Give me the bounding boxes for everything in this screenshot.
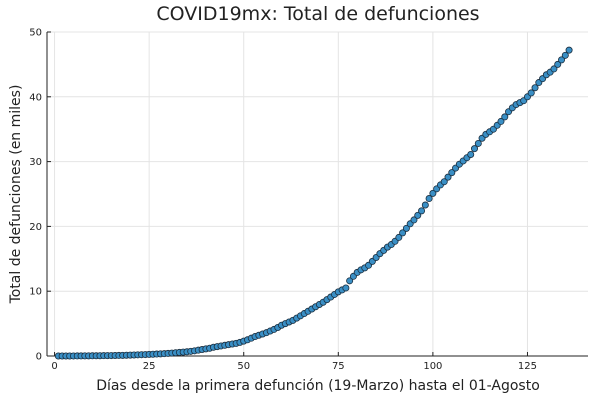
y-tick-label: 30: [29, 157, 42, 168]
data-point: [402, 224, 410, 232]
data-point: [395, 233, 403, 241]
data-points: [54, 46, 573, 360]
x-tick-label: 50: [237, 361, 250, 372]
data-point: [346, 277, 354, 285]
data-point: [410, 216, 418, 224]
data-point: [418, 207, 426, 215]
data-point: [501, 113, 509, 121]
data-point: [342, 284, 350, 292]
y-tick-label: 10: [29, 287, 42, 298]
data-point: [425, 195, 433, 203]
data-point: [558, 56, 566, 64]
y-axis-label: Total de defunciones (en miles): [8, 85, 24, 305]
data-point: [444, 173, 452, 181]
chart-title: COVID19mx: Total de defunciones: [156, 3, 479, 25]
data-point: [497, 117, 505, 125]
data-point: [414, 211, 422, 219]
data-point: [429, 189, 437, 197]
y-tick-label: 0: [36, 352, 42, 363]
data-point: [440, 178, 448, 186]
data-point: [565, 46, 573, 54]
y-tick-label: 40: [29, 92, 42, 103]
data-point: [561, 51, 569, 59]
data-point: [399, 229, 407, 237]
x-tick-label: 100: [423, 361, 442, 372]
x-tick-label: 25: [143, 361, 156, 372]
x-tick-label: 0: [51, 361, 57, 372]
data-point: [448, 169, 456, 177]
y-tick-label: 50: [29, 28, 42, 39]
data-point: [474, 139, 482, 147]
data-point: [550, 65, 558, 73]
x-axis-label: Días desde la primera defunción (19-Marz…: [96, 378, 540, 394]
data-point: [467, 150, 475, 158]
data-point: [421, 201, 429, 209]
data-point: [471, 145, 479, 153]
data-point: [554, 60, 562, 68]
data-point: [531, 84, 539, 92]
x-tick-label: 125: [518, 361, 537, 372]
x-tick-label: 75: [332, 361, 345, 372]
y-tick-label: 20: [29, 222, 42, 233]
tick-labels: 0 25 50 75 100 125 0 10 20 30 40 50: [29, 28, 537, 373]
data-point: [527, 89, 535, 97]
